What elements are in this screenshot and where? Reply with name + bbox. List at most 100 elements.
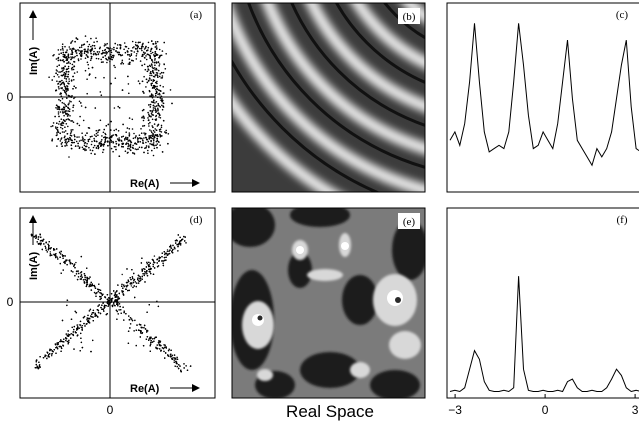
scatter-dot	[102, 302, 103, 303]
scatter-dot	[150, 351, 151, 352]
scatter-dot	[143, 109, 145, 111]
scatter-dot	[72, 107, 74, 109]
frame	[447, 3, 639, 192]
scatter-dot	[90, 136, 92, 138]
scatter-dot	[103, 77, 105, 79]
scatter-dot	[63, 262, 64, 263]
scatter-dot	[139, 48, 141, 50]
scatter-dot	[71, 69, 73, 71]
scatter-dot	[58, 86, 60, 88]
scatter-dot	[71, 57, 73, 59]
scatter-dot	[77, 123, 79, 125]
scatter-dot	[71, 333, 72, 334]
scatter-dot	[157, 143, 159, 145]
scatter-dot	[64, 137, 66, 139]
scatter-dot	[144, 273, 145, 274]
scatter-dot	[143, 51, 145, 53]
scatter-dot	[151, 85, 153, 87]
scatter-dot	[59, 252, 60, 253]
scatter-dot	[67, 126, 69, 128]
scatter-dot	[108, 297, 109, 298]
scatter-dot	[46, 358, 47, 359]
scatter-dot	[119, 155, 121, 157]
scatter-dot	[150, 340, 151, 341]
scatter-dot	[88, 68, 90, 70]
scatter-dot	[86, 277, 87, 278]
scatter-dot	[151, 132, 153, 134]
scatter-dot	[80, 54, 82, 56]
scatter-dot	[61, 341, 62, 342]
scatter-dot	[138, 330, 139, 331]
scatter-dot	[74, 326, 75, 327]
scatter-dot	[150, 130, 152, 132]
scatter-dot	[116, 302, 117, 303]
scatter-dot	[50, 253, 51, 254]
scatter-dot	[136, 55, 138, 57]
scatter-dot	[109, 141, 111, 143]
scatter-dot	[79, 53, 81, 55]
scatter-dot	[157, 76, 159, 78]
scatter-dot	[73, 105, 75, 107]
scatter-dot	[158, 141, 160, 143]
scatter-dot	[63, 115, 65, 117]
scatter-dot	[68, 61, 70, 63]
scatter-dot	[111, 293, 112, 294]
scatter-dot	[61, 124, 63, 126]
scatter-dot	[70, 263, 71, 264]
scatter-dot	[96, 58, 98, 60]
scatter-dot	[61, 109, 63, 111]
scatter-dot	[163, 92, 165, 94]
scatter-dot	[60, 251, 61, 252]
scatter-dot	[133, 133, 135, 135]
scatter-dot	[150, 58, 152, 60]
scatter-dot	[62, 98, 64, 100]
scatter-dot	[129, 58, 131, 60]
scatter-dot	[143, 132, 145, 134]
scatter-dot	[64, 120, 66, 122]
scatter-dot	[183, 236, 184, 237]
scatter-dot	[88, 318, 89, 319]
scatter-dot	[124, 311, 125, 312]
scatter-dot	[142, 270, 143, 271]
scatter-dot	[172, 250, 173, 251]
scatter-dot	[56, 104, 58, 106]
scatter-dot	[154, 67, 156, 69]
scatter-dot	[68, 340, 69, 341]
scatter-dot	[158, 89, 160, 91]
scatter-dot	[136, 149, 138, 151]
scatter-dot	[83, 120, 85, 122]
scatter-dot	[145, 55, 147, 57]
scatter-dot	[38, 236, 39, 237]
scatter-dot	[152, 111, 154, 113]
scatter-dot	[125, 313, 126, 314]
scatter-dot	[66, 94, 68, 96]
scatter-dot	[101, 94, 103, 96]
scatter-dot	[147, 71, 149, 73]
scatter-dot	[36, 360, 37, 361]
scatter-dot	[118, 313, 119, 314]
scatter-dot	[100, 290, 101, 291]
scatter-dot	[158, 306, 159, 307]
y-axis-label: Im(A)	[28, 47, 40, 75]
scatter-dot	[60, 111, 62, 113]
scatter-dot	[96, 41, 98, 43]
scatter-dot	[140, 330, 141, 331]
scatter-dot	[175, 242, 176, 243]
scatter-dot	[62, 131, 64, 133]
scatter-dot	[153, 99, 155, 101]
x-tick-label: 0	[107, 403, 114, 417]
scatter-dot	[84, 316, 85, 317]
scatter-dot	[155, 95, 157, 97]
scatter-dot	[153, 274, 154, 275]
scatter-dot	[142, 81, 144, 83]
scatter-dot	[96, 130, 98, 132]
scatter-dot	[101, 143, 103, 145]
scatter-dot	[62, 341, 63, 342]
scatter-dot	[162, 105, 164, 107]
scatter-dot	[137, 277, 138, 278]
line	[450, 276, 639, 391]
scatter-dot	[81, 46, 83, 48]
scatter-dot	[68, 342, 69, 343]
scatter-dot	[110, 302, 111, 303]
scatter-dot	[110, 140, 112, 142]
